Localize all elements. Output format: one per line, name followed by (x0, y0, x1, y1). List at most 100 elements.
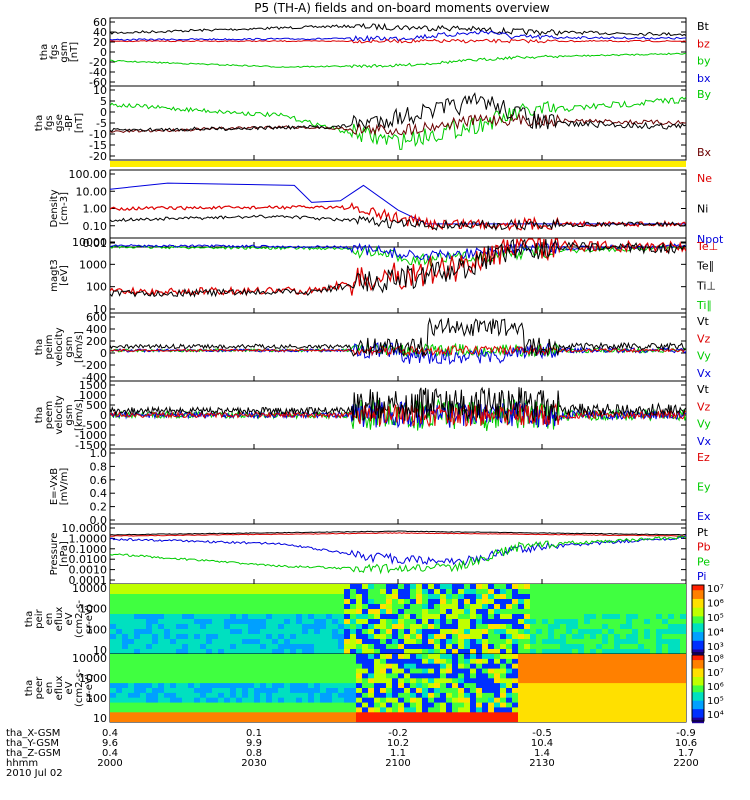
x-row-value: 2030 (241, 758, 266, 769)
legend-entry: Ti∥ (696, 299, 712, 312)
series-By (110, 96, 686, 151)
y-tick-label: 1000 (79, 258, 107, 271)
panel-peir_eflux: 10000 1000 100 10 tha peir en eflux eV (cm2-s-sr-… (24, 582, 724, 657)
y-tick-label: 0.4 (90, 487, 108, 500)
y-axis-label: [eV] (59, 265, 70, 286)
y-tick-label: 10000 (72, 652, 107, 665)
y-tick-label: 1000 (79, 672, 107, 685)
x-row-value: 2200 (673, 758, 698, 769)
series-bz (110, 38, 686, 44)
y-tick-label: -200 (82, 359, 107, 372)
panel-data (110, 317, 686, 365)
legend-entry: Vz (697, 400, 711, 413)
series-Ni (110, 214, 686, 232)
y-axis-label: gsm (64, 404, 75, 425)
x-row-label: tha_Y-GSM (6, 738, 59, 749)
x-row-value: -0.5 (532, 728, 552, 739)
legend-entry: Vz (697, 332, 711, 345)
y-axis-label: gsm (59, 41, 70, 62)
x-row-value: 1.1 (390, 748, 406, 759)
y-tick-label: 20 (93, 36, 107, 49)
y-tick-label: 10 (93, 712, 107, 725)
y-tick-label: 0.6 (90, 474, 108, 487)
y-tick-label: -15 (89, 139, 107, 152)
y-axis-label: peer (34, 676, 45, 700)
y-tick-label: 100 (86, 623, 107, 636)
y-tick-label: 1500 (79, 379, 107, 392)
y-tick-label: 0.0001 (69, 574, 108, 587)
legend-entry: Pi (697, 570, 706, 583)
x-row-label: tha_X-GSM (6, 728, 60, 739)
series-Bt (110, 92, 686, 133)
y-axis-label: tha (34, 339, 45, 355)
y-axis-label: velocity (54, 395, 65, 434)
y-tick-label: 10 (93, 84, 107, 97)
series-Bx (110, 112, 686, 136)
y-tick-label: 0.01 (83, 237, 108, 250)
legend-entry: bx (697, 72, 711, 85)
series-Pe (110, 535, 686, 575)
y-tick-label: -1500 (75, 439, 107, 452)
legend-entry: Ne (697, 172, 712, 185)
x-row-value: 0.1 (246, 728, 262, 739)
y-tick-label: 200 (86, 335, 107, 348)
y-axis-label: eV (64, 681, 75, 694)
y-tick-label: 10000 (72, 236, 107, 249)
y-axis-label: gsm (64, 336, 75, 357)
y-axis-label: fgs (49, 44, 60, 59)
y-tick-label: 0 (100, 46, 107, 59)
legend-entry: by (697, 55, 711, 68)
y-tick-label: -400 (82, 371, 107, 384)
y-axis-label: Density (49, 189, 60, 227)
y-tick-label: 400 (86, 323, 107, 336)
y-axis-label: tha (39, 44, 50, 60)
panel-peer_eflux: 10000 1000 100 10 tha peer en eflux eV (cm2-s-sr-… (24, 652, 724, 725)
y-axis-label: [mV/m] (59, 468, 70, 506)
legend-entry: Pb (697, 541, 711, 554)
y-axis-label: [nT] (69, 42, 80, 62)
legend-entry: Ez (697, 451, 710, 464)
y-tick-label: 0 (100, 106, 107, 119)
y-tick-label: 10000 (72, 582, 107, 595)
legend-entry: Bx (697, 146, 712, 159)
y-axis-label: tha (24, 611, 35, 627)
y-axis-label: [km/s] (74, 399, 85, 431)
x-row-value: -0.2 (388, 728, 408, 739)
y-tick-label: 60 (93, 16, 107, 29)
y-tick-label: -10 (89, 128, 107, 141)
legend-entry: Ex (697, 510, 711, 523)
legend-entry: By (697, 88, 712, 101)
colorbar-tick-label: 10⁷ (707, 668, 724, 679)
y-axis-label: peim (44, 334, 55, 359)
panel-data (110, 238, 686, 298)
y-tick-label: -500 (82, 419, 107, 432)
y-tick-label: 0 (100, 347, 107, 360)
panel-data (110, 182, 686, 232)
y-tick-label: 10.0000 (62, 522, 108, 535)
y-axis-label: (cm2-s- (74, 600, 85, 638)
y-axis-label: [nT] (74, 113, 85, 133)
x-row-value: 1.4 (534, 748, 550, 759)
y-axis-label: sr-eV) (84, 673, 95, 702)
y-axis-label: eflux (54, 607, 65, 632)
series-Te-par (110, 238, 686, 298)
colorbar-tick-label: 10⁸ (707, 654, 724, 665)
y-tick-label: 1.0000 (69, 532, 108, 545)
series-Vx (110, 342, 686, 365)
legend-entry: Vx (697, 435, 712, 448)
series-by (110, 52, 686, 69)
colorbar-tick-label: 10³ (707, 642, 724, 653)
y-tick-label: 0.8 (90, 460, 108, 473)
colorbar-tick-label: 10⁵ (707, 613, 724, 624)
y-tick-label: 10 (93, 303, 107, 316)
series-Pb (110, 532, 686, 537)
y-axis-label: tha (24, 680, 35, 696)
y-tick-label: 1000 (79, 389, 107, 402)
legend-entry: Npot (697, 233, 724, 246)
y-tick-label: -20 (89, 150, 107, 163)
